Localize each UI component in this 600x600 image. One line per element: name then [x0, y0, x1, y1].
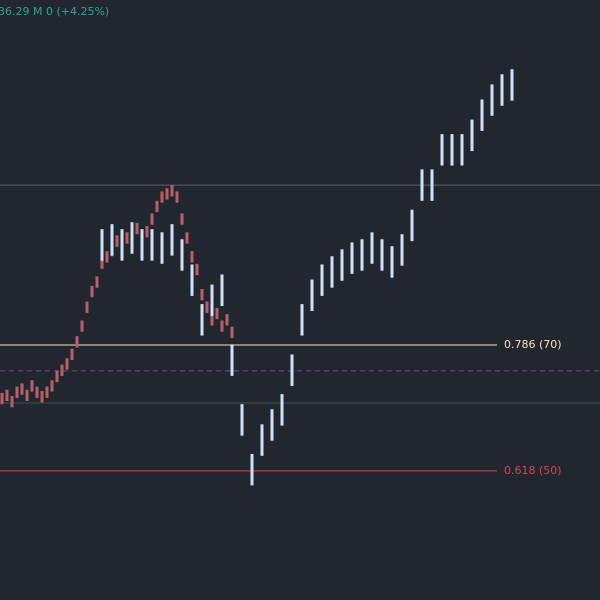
price-bar — [45, 386, 49, 398]
price-bar — [220, 320, 224, 332]
price-bar — [190, 251, 194, 263]
price-bar — [175, 191, 179, 203]
price-bar — [210, 284, 214, 317]
price-bar — [205, 301, 209, 313]
price-bar — [360, 239, 364, 271]
price-bar — [300, 304, 304, 336]
price-bar — [470, 119, 474, 152]
price-bar — [160, 191, 164, 203]
price-bar — [200, 288, 204, 301]
price-bar — [460, 134, 464, 166]
price-bar — [0, 392, 4, 405]
price-bar — [410, 209, 414, 242]
price-bar — [160, 232, 164, 264]
price-bar — [85, 301, 89, 313]
price-bar — [110, 224, 114, 256]
price-bar — [320, 264, 324, 296]
price-bar — [230, 344, 234, 376]
price-bar — [40, 390, 44, 403]
price-bar — [215, 307, 219, 320]
price-bar — [60, 364, 64, 376]
price-bar — [150, 229, 154, 261]
price-bar — [350, 242, 354, 274]
price-bar — [35, 386, 39, 398]
price-bar — [390, 246, 394, 278]
price-bar — [430, 169, 434, 201]
price-bar — [150, 213, 154, 225]
price-bar — [180, 213, 184, 225]
price-bar — [400, 234, 404, 266]
price-bar — [240, 404, 244, 436]
price-bar — [140, 229, 144, 261]
price-bar — [480, 99, 484, 131]
price-bar — [90, 285, 94, 298]
price-bar — [20, 383, 24, 395]
price-bar — [280, 394, 284, 426]
price-bar — [15, 386, 19, 398]
price-bar — [95, 276, 99, 288]
price-bar — [220, 274, 224, 306]
price-bar — [270, 409, 274, 441]
price-bar — [260, 424, 264, 456]
price-bar — [185, 232, 189, 244]
price-bar — [145, 226, 149, 238]
price-bar — [510, 69, 514, 101]
price-bar — [75, 336, 79, 348]
price-bar — [30, 380, 34, 392]
price-bar — [250, 453, 254, 486]
price-bar — [130, 222, 134, 254]
price-bar — [450, 134, 454, 166]
price-bar — [50, 380, 54, 392]
price-bar — [155, 200, 159, 213]
price-bar — [195, 263, 199, 276]
price-bar — [25, 389, 29, 402]
price-bar — [370, 232, 374, 264]
level-label: 0.618 (50) — [504, 464, 562, 477]
price-bar — [170, 185, 174, 197]
price-bar — [380, 239, 384, 271]
price-bar — [340, 249, 344, 281]
price-bar — [115, 235, 119, 247]
price-bar — [190, 264, 194, 296]
price-bar — [210, 314, 214, 326]
price-bar — [180, 239, 184, 271]
price-bar — [200, 304, 204, 336]
price-bar — [500, 74, 504, 106]
price-bar — [490, 84, 494, 116]
price-bar — [330, 256, 334, 288]
price-bar — [165, 188, 169, 200]
price-bar — [420, 169, 424, 201]
price-bar — [440, 134, 444, 166]
price-bar — [310, 279, 314, 312]
price-bar — [105, 251, 109, 263]
price-bar — [170, 224, 174, 256]
price-bar — [65, 358, 69, 370]
price-bar — [5, 389, 9, 402]
price-bar — [10, 396, 14, 408]
price-bar — [120, 229, 124, 261]
price-bar — [55, 370, 59, 383]
price-bar — [70, 348, 74, 361]
price-bar — [230, 326, 234, 339]
price-bar — [100, 229, 104, 261]
price-bar — [135, 222, 139, 235]
price-bar — [80, 320, 84, 332]
price-bar — [100, 257, 104, 269]
level-label: 0.786 (70) — [504, 338, 562, 351]
price-bar — [225, 314, 229, 326]
price-bar — [125, 232, 129, 244]
header-status: 36.29 M 0 (+4.25%) — [0, 5, 109, 18]
price-bar — [290, 354, 294, 386]
